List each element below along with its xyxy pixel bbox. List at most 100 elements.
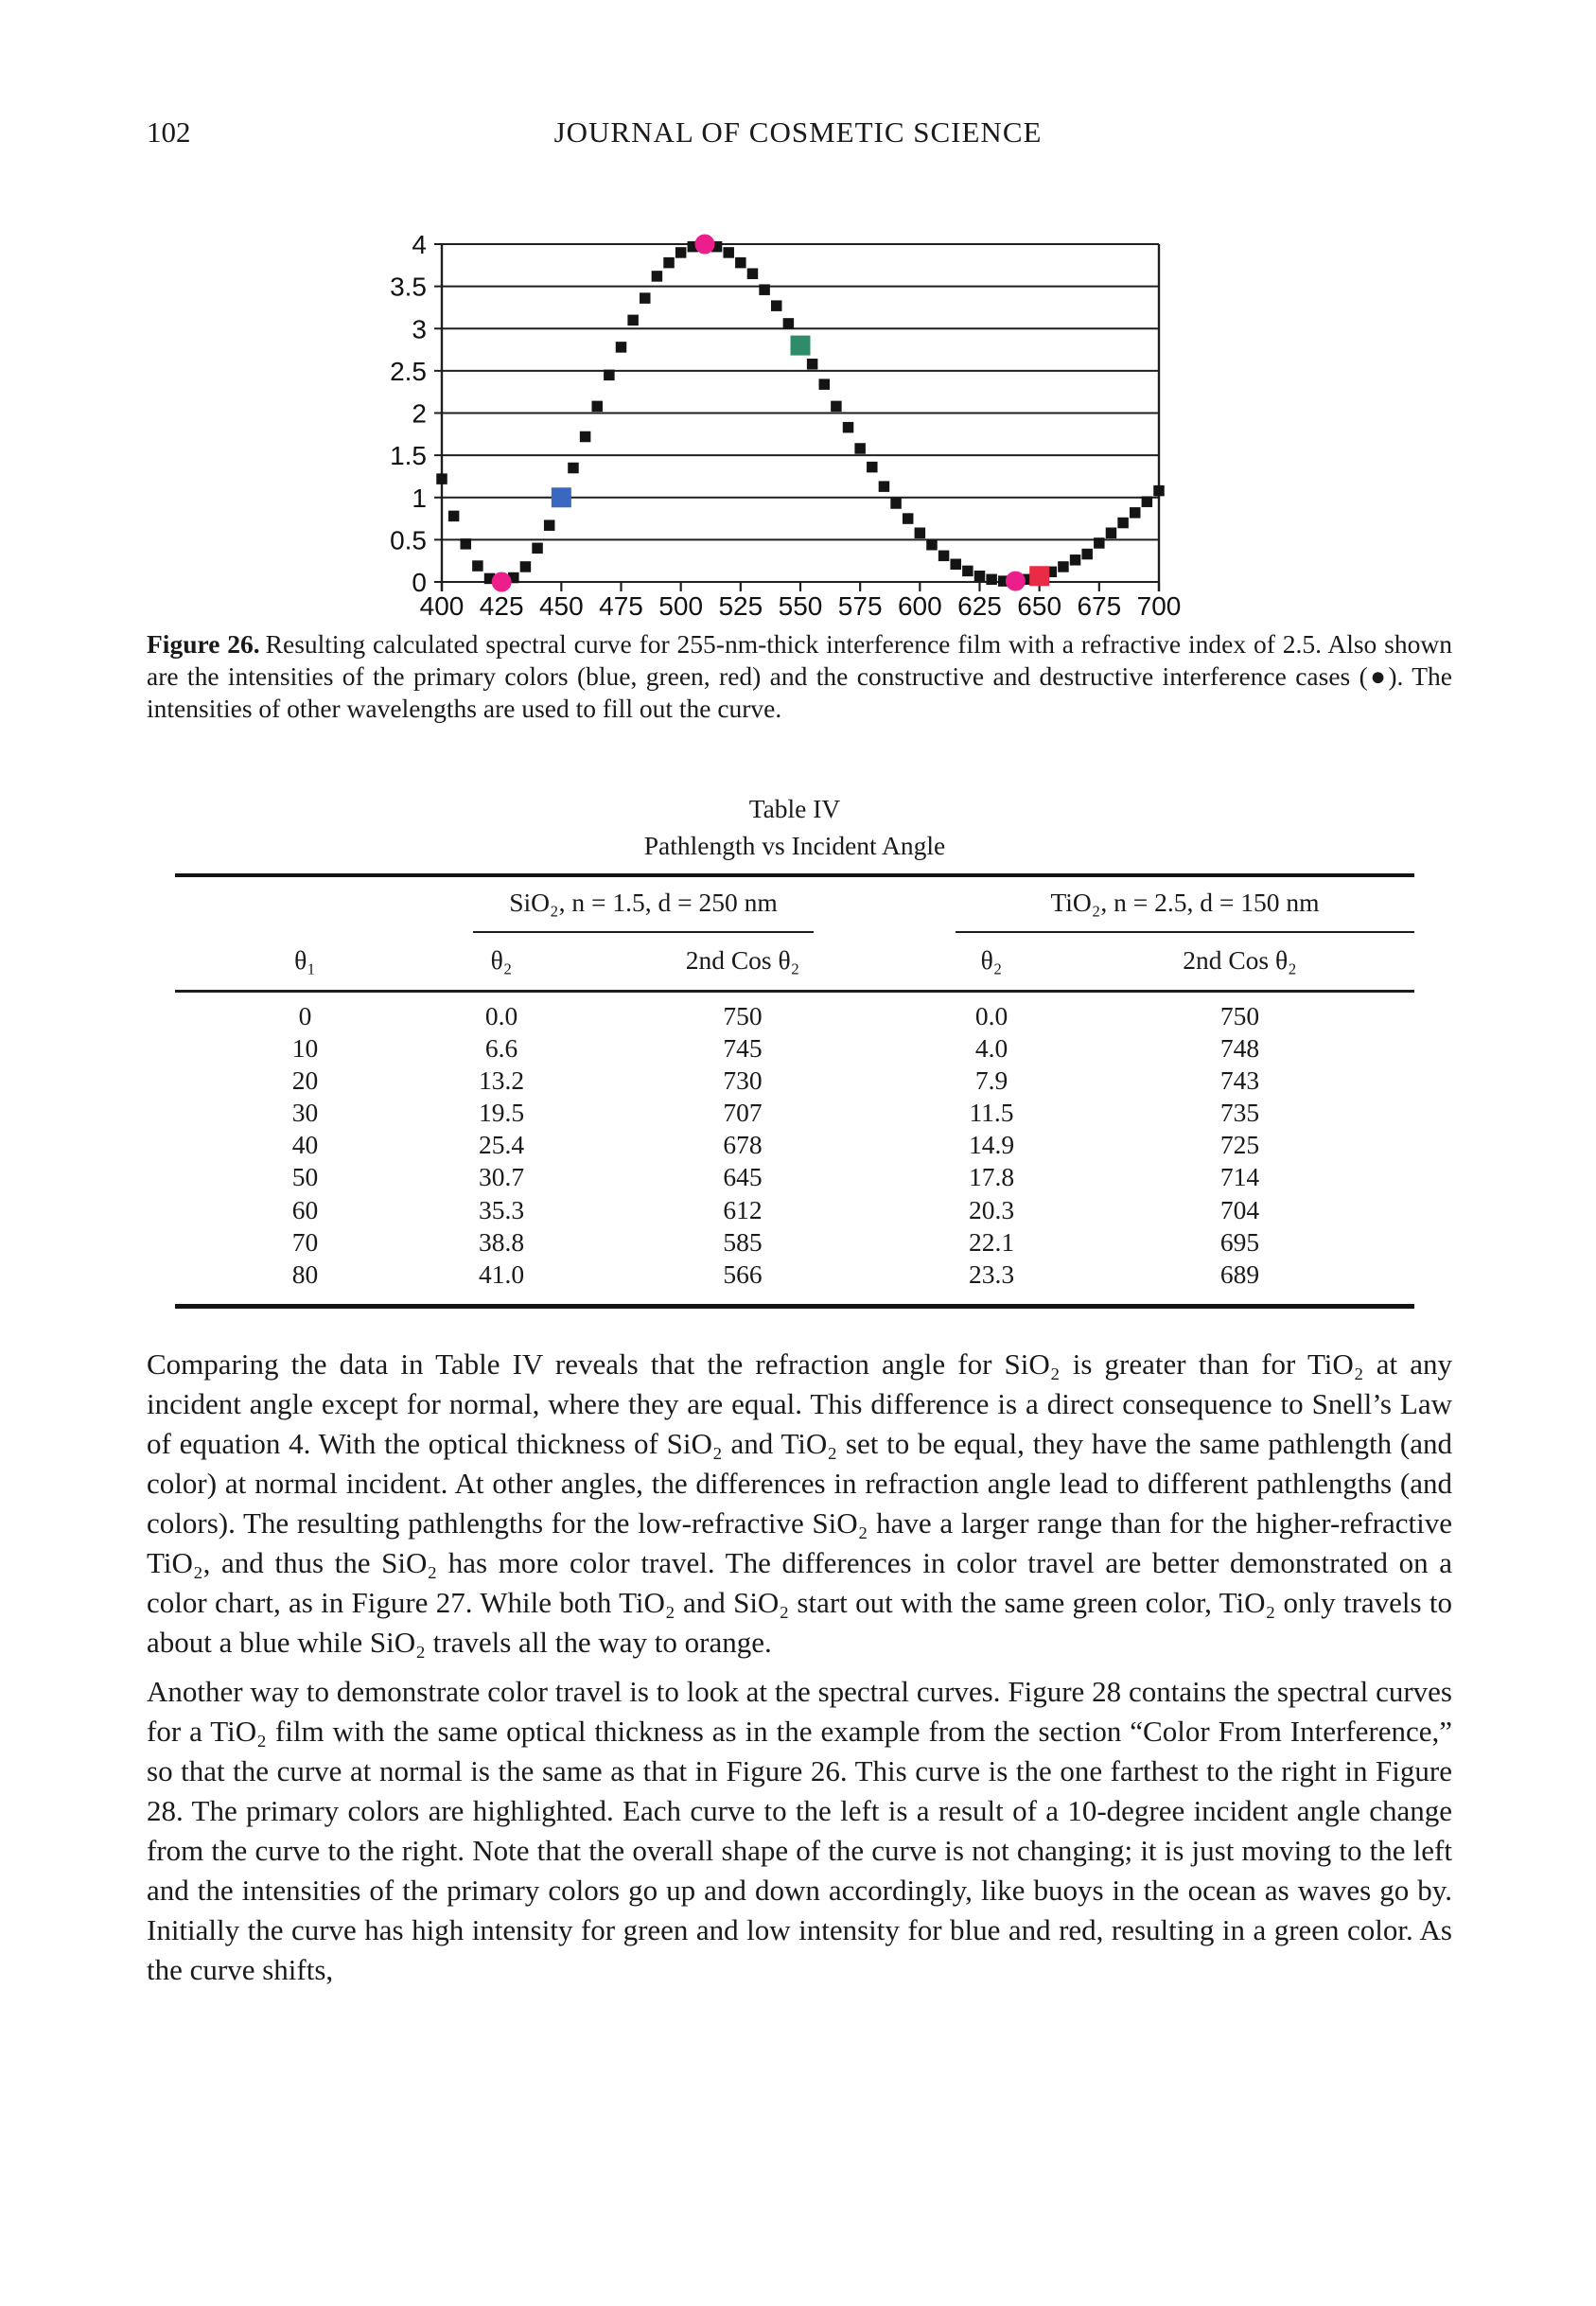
table-bottom-rule (175, 1304, 1414, 1310)
data-point (1081, 548, 1093, 560)
x-axis-tick-label: 600 (898, 591, 942, 621)
table-cell: 41.0 (478, 1259, 525, 1289)
x-axis-tick-label: 650 (1017, 591, 1061, 621)
table-row: 30 19.5 707 11.5 735 (175, 1097, 1414, 1129)
table-cell: 70 (291, 1226, 319, 1257)
table-cell: 30.7 (478, 1162, 525, 1192)
x-axis-tick-label: 700 (1137, 591, 1182, 621)
data-point (568, 462, 579, 474)
x-axis-tick-label: 675 (1077, 591, 1121, 621)
data-point (543, 519, 555, 531)
figure-caption-label: Figure 26. (147, 629, 260, 659)
x-axis-tick-label: 625 (957, 591, 1002, 621)
data-point (723, 247, 734, 258)
x-axis-tick-label: 575 (838, 591, 883, 621)
y-axis-tick-label: 1.5 (390, 441, 427, 470)
column-header-2ndcos-sio2: 2nd Cos θ₂ (685, 945, 800, 975)
table-group-spacer (175, 880, 435, 933)
data-point (579, 431, 591, 443)
journal-title: JOURNAL OF COSMETIC SCIENCE (553, 115, 1043, 149)
table-cell: 20.3 (968, 1194, 1015, 1224)
data-point (615, 342, 627, 353)
y-axis-tick-label: 0 (412, 568, 427, 597)
highlight-marker-square (1029, 566, 1050, 587)
figure-caption-text: Resulting calculated spectral curve for … (147, 629, 1452, 723)
highlight-marker-square (551, 487, 571, 508)
y-axis-tick-label: 3 (412, 314, 427, 343)
table-cell: 750 (1219, 1000, 1260, 1030)
x-axis-tick-label: 475 (599, 591, 643, 621)
y-axis-tick-label: 2 (412, 399, 427, 429)
table-group-sio2: SiO₂, n = 1.5, d = 250 nm (473, 880, 814, 933)
table-cell: 19.5 (478, 1098, 525, 1128)
table-cell: 0 (298, 1000, 312, 1030)
table-cell: 612 (723, 1194, 763, 1224)
table-row: 60 35.3 612 20.3 704 (175, 1194, 1414, 1226)
data-point (962, 565, 973, 577)
data-point (1058, 561, 1069, 572)
data-point (447, 510, 460, 522)
table-cell: 0.0 (974, 1000, 1008, 1030)
data-point (831, 400, 842, 413)
table-cell: 10 (291, 1032, 319, 1063)
data-point (998, 575, 1009, 587)
data-point (770, 300, 782, 311)
data-point (902, 513, 914, 524)
data-point (687, 240, 699, 253)
x-axis-tick-label: 425 (480, 591, 524, 621)
table-cell: 22.1 (968, 1226, 1015, 1257)
x-axis-tick-label: 525 (718, 591, 763, 621)
table-cell: 17.8 (968, 1162, 1015, 1192)
y-axis-tick-label: 0.5 (390, 525, 427, 554)
data-point (890, 498, 902, 509)
figure-caption: Figure 26. Resulting calculated spectral … (147, 628, 1452, 725)
data-point (472, 560, 483, 572)
table-cell: 695 (1219, 1226, 1260, 1257)
data-point (436, 473, 447, 484)
table-cell: 60 (291, 1194, 319, 1224)
x-axis-tick-label: 550 (779, 591, 823, 621)
data-point (818, 378, 831, 390)
table-row: 0 0.0 750 0.0 750 (175, 1000, 1414, 1032)
table-cell: 20 (291, 1065, 319, 1095)
column-header-theta2-sio2: θ₂ (490, 945, 513, 975)
table-subtitle: Pathlength vs Incident Angle (643, 831, 946, 860)
data-point (938, 550, 950, 562)
table-cell: 35.3 (478, 1194, 525, 1224)
data-point (1105, 527, 1117, 538)
data-point (950, 558, 961, 571)
table-row: 40 25.4 678 14.9 725 (175, 1129, 1414, 1161)
table-cell: 725 (1219, 1130, 1260, 1160)
table-cell: 40 (291, 1130, 319, 1160)
data-point (1117, 517, 1129, 529)
data-point (627, 314, 639, 326)
data-point (735, 256, 746, 269)
table-cell: 80 (291, 1259, 319, 1289)
data-point (867, 461, 878, 473)
highlight-marker-circle (1005, 571, 1026, 591)
table-cell: 735 (1219, 1098, 1260, 1128)
y-axis-tick-label: 1 (412, 484, 427, 513)
table-cell: 6.6 (484, 1032, 518, 1063)
spectral-curve-chart: 0 0.5 1 1.5 2 2.5 3 3.5 4 400 425 450 475 500 525 550 57… (390, 230, 1182, 621)
table-cell: 0.0 (484, 1000, 518, 1030)
table-row: 20 13.2 730 7.9 743 (175, 1065, 1414, 1097)
data-point (508, 572, 519, 584)
x-axis-tick-label: 450 (539, 591, 584, 621)
data-point (591, 400, 603, 413)
data-point (1045, 566, 1058, 578)
data-point (640, 292, 651, 304)
data-point (986, 573, 997, 586)
table-cell: 707 (723, 1098, 763, 1128)
table-cell: 704 (1219, 1194, 1260, 1224)
body-text: Comparing the data in Table IV reveals t… (147, 1345, 1452, 1990)
table-iv: Table IV Pathlength vs Incident Angle Si… (175, 793, 1414, 1310)
table-column-header-row: θ₁ θ₂ 2nd Cos θ₂ θ₂ 2nd Cos θ₂ (175, 933, 1414, 990)
data-point (1094, 537, 1105, 549)
y-axis-tick-label: 3.5 (390, 273, 427, 302)
data-point (1022, 573, 1033, 586)
data-point (973, 571, 986, 582)
table-cell: 689 (1219, 1259, 1260, 1289)
data-point (519, 561, 532, 572)
table-cell: 23.3 (968, 1259, 1015, 1289)
